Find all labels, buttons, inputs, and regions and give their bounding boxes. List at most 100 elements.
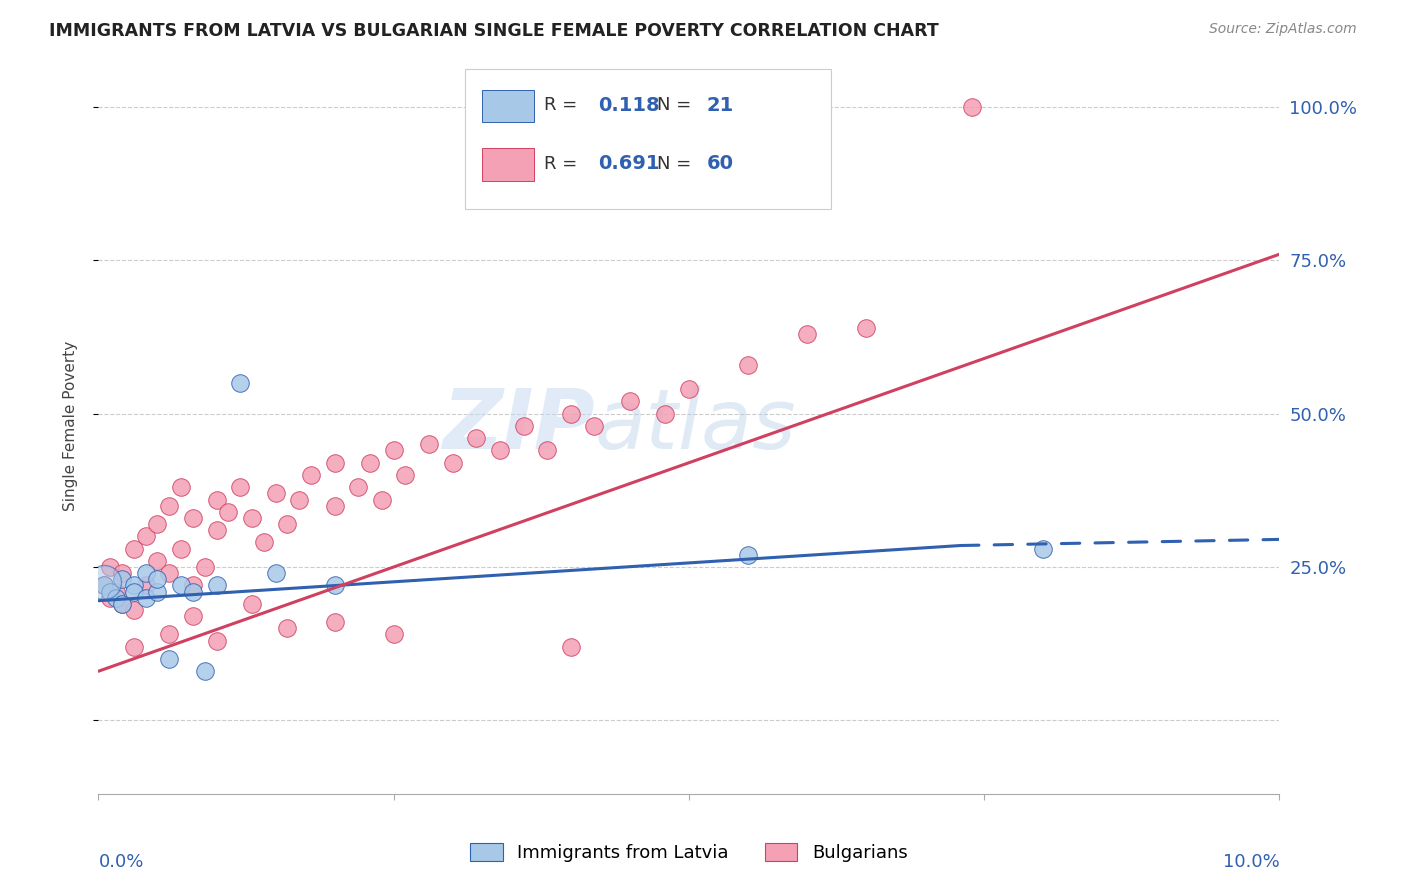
Point [583, 419, 606, 434]
Point [98, 584, 121, 599]
Text: ZIP: ZIP [441, 385, 595, 467]
Point [253, 535, 276, 549]
Point [105, 584, 128, 599]
Text: 21: 21 [707, 95, 734, 114]
Point [489, 443, 512, 458]
Point [737, 548, 759, 562]
Point [264, 486, 287, 500]
Point [276, 621, 298, 635]
Point [619, 394, 641, 409]
Point [217, 505, 239, 519]
Point [111, 572, 134, 586]
Text: 10.0%: 10.0% [1223, 853, 1279, 871]
Point [135, 591, 157, 605]
Point [240, 597, 263, 611]
Point [205, 633, 228, 648]
Point [323, 499, 346, 513]
Point [93, 578, 115, 592]
Point [536, 443, 558, 458]
FancyBboxPatch shape [482, 89, 534, 122]
Point [323, 456, 346, 470]
Text: 0.691: 0.691 [598, 154, 659, 173]
Point [394, 467, 416, 482]
Point [98, 591, 121, 605]
Point [371, 492, 394, 507]
Point [146, 554, 169, 568]
Point [122, 603, 145, 617]
Point [146, 572, 169, 586]
Point [229, 480, 252, 494]
Point [678, 382, 700, 396]
FancyBboxPatch shape [482, 148, 534, 181]
Point [737, 358, 759, 372]
Point [418, 437, 440, 451]
Point [205, 523, 228, 537]
Point [299, 467, 322, 482]
Point [465, 431, 488, 445]
Point [276, 517, 298, 532]
Point [93, 575, 115, 590]
Point [1032, 541, 1054, 556]
Point [323, 615, 346, 630]
Point [560, 407, 582, 421]
Text: Source: ZipAtlas.com: Source: ZipAtlas.com [1209, 22, 1357, 37]
Point [122, 640, 145, 654]
Point [181, 609, 204, 624]
Point [135, 566, 157, 581]
Point [135, 578, 157, 592]
Text: IMMIGRANTS FROM LATVIA VS BULGARIAN SINGLE FEMALE POVERTY CORRELATION CHART: IMMIGRANTS FROM LATVIA VS BULGARIAN SING… [49, 22, 939, 40]
Point [194, 560, 217, 574]
Point [105, 591, 128, 605]
Point [135, 529, 157, 543]
Y-axis label: Single Female Poverty: Single Female Poverty [63, 341, 77, 511]
Point [240, 511, 263, 525]
Point [181, 511, 204, 525]
Point [157, 566, 180, 581]
Point [205, 578, 228, 592]
Point [855, 320, 877, 334]
Point [512, 419, 534, 434]
Point [122, 584, 145, 599]
Point [796, 326, 818, 341]
Point [323, 578, 346, 592]
Text: atlas: atlas [595, 385, 796, 467]
Point [157, 499, 180, 513]
Point [111, 597, 134, 611]
Text: N =: N = [657, 96, 697, 114]
Text: N =: N = [657, 155, 697, 173]
Point [359, 456, 381, 470]
Point [181, 578, 204, 592]
Legend: Immigrants from Latvia, Bulgarians: Immigrants from Latvia, Bulgarians [463, 836, 915, 870]
Text: R =: R = [544, 96, 582, 114]
Point [170, 480, 193, 494]
Text: 0.0%: 0.0% [98, 853, 143, 871]
Point [441, 456, 464, 470]
Point [288, 492, 311, 507]
Point [111, 597, 134, 611]
Text: 60: 60 [707, 154, 734, 173]
Point [264, 566, 287, 581]
Text: R =: R = [544, 155, 582, 173]
Point [654, 407, 676, 421]
Point [170, 578, 193, 592]
Point [962, 100, 984, 114]
Point [157, 627, 180, 641]
Point [122, 541, 145, 556]
Point [157, 652, 180, 666]
Point [170, 541, 193, 556]
Point [382, 443, 405, 458]
Point [205, 492, 228, 507]
Point [347, 480, 370, 494]
Text: 0.118: 0.118 [598, 95, 659, 114]
Point [111, 566, 134, 581]
Point [122, 578, 145, 592]
Point [194, 664, 217, 679]
Point [146, 584, 169, 599]
Point [382, 627, 405, 641]
Point [146, 517, 169, 532]
FancyBboxPatch shape [464, 69, 831, 209]
Point [98, 560, 121, 574]
Point [181, 584, 204, 599]
Point [229, 376, 252, 390]
Point [93, 578, 115, 592]
